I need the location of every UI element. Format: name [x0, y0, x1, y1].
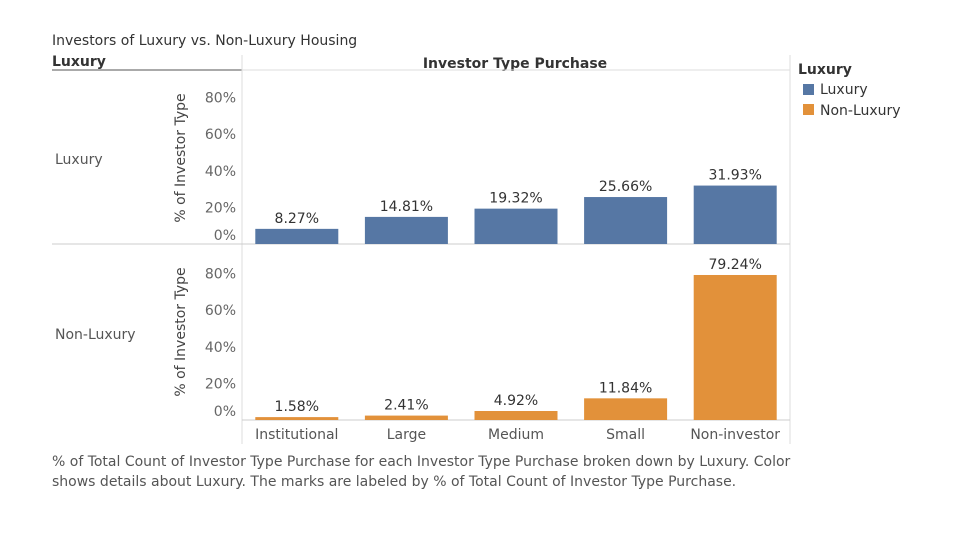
y-tick-label-luxury-20: 20%	[205, 200, 236, 216]
y-tick-label-luxury-0: 0%	[214, 228, 236, 244]
legend-label-non-luxury: Non-Luxury	[820, 103, 901, 119]
y-tick-label-luxury-40: 40%	[205, 164, 236, 180]
legend-swatch-non-luxury	[803, 104, 814, 115]
legend-label-luxury: Luxury	[820, 82, 868, 98]
y-tick-label-non-luxury-80: 80%	[205, 267, 236, 283]
bar-luxury-2	[474, 208, 558, 244]
y-axis-title-non-luxury: % of Investor Type	[173, 267, 189, 396]
data-label-non-luxury-4: 79.24%	[709, 257, 762, 273]
data-label-non-luxury-2: 4.92%	[494, 393, 538, 409]
bar-non-luxury-0	[255, 417, 339, 420]
bar-luxury-3	[584, 197, 668, 244]
legend: Luxury Luxury Non-Luxury	[798, 62, 901, 119]
bar-non-luxury-1	[364, 415, 448, 420]
bar-non-luxury-4	[693, 274, 777, 420]
row-label-luxury: Luxury	[55, 152, 103, 168]
bar-luxury-1	[364, 216, 448, 244]
y-tick-label-non-luxury-0: 0%	[214, 404, 236, 420]
column-header: Investor Type Purchase	[423, 56, 607, 72]
bar-non-luxury-2	[474, 410, 558, 420]
data-label-non-luxury-0: 1.58%	[275, 399, 319, 415]
data-label-luxury-0: 8.27%	[275, 211, 319, 227]
x-category-label-0: Institutional	[255, 427, 338, 443]
x-category-label-3: Small	[606, 427, 645, 443]
y-tick-label-non-luxury-40: 40%	[205, 340, 236, 356]
legend-swatch-luxury	[803, 84, 814, 95]
legend-title: Luxury	[798, 62, 852, 78]
x-category-label-2: Medium	[488, 427, 544, 443]
bar-luxury-0	[255, 228, 339, 244]
caption: % of Total Count of Investor Type Purcha…	[52, 454, 791, 490]
data-label-luxury-1: 14.81%	[380, 199, 433, 215]
bar-marks: 8.27% 14.81% 19.32% 25.66% 31.93% 1.58% 2.41% 4…	[255, 168, 777, 420]
y-tick-label-luxury-80: 80%	[205, 91, 236, 107]
y-axis-title-luxury: % of Investor Type	[173, 93, 189, 222]
data-label-non-luxury-3: 11.84%	[599, 380, 652, 396]
x-category-label-1: Large	[387, 427, 426, 443]
y-tick-label-non-luxury-60: 60%	[205, 303, 236, 319]
bar-luxury-4	[693, 185, 777, 244]
chart-title: Investors of Luxury vs. Non-Luxury Housi…	[52, 33, 357, 49]
y-tick-label-luxury-60: 60%	[205, 127, 236, 143]
data-label-luxury-2: 19.32%	[489, 191, 542, 207]
y-tick-label-non-luxury-20: 20%	[205, 376, 236, 392]
bar-non-luxury-3	[584, 398, 668, 420]
y-axis-ticks: 0% 20% 40% 60% 80% 0% 20% 40% 60% 80%	[205, 91, 236, 420]
row-label-non-luxury: Non-Luxury	[55, 327, 136, 343]
data-label-luxury-4: 31.93%	[709, 168, 762, 184]
data-label-non-luxury-1: 2.41%	[384, 398, 428, 414]
data-label-luxury-3: 25.66%	[599, 179, 652, 195]
row-header: Luxury	[52, 54, 106, 70]
x-category-label-4: Non-investor	[690, 427, 780, 443]
x-axis-categories: Institutional Large Medium Small Non-investo…	[255, 427, 780, 443]
